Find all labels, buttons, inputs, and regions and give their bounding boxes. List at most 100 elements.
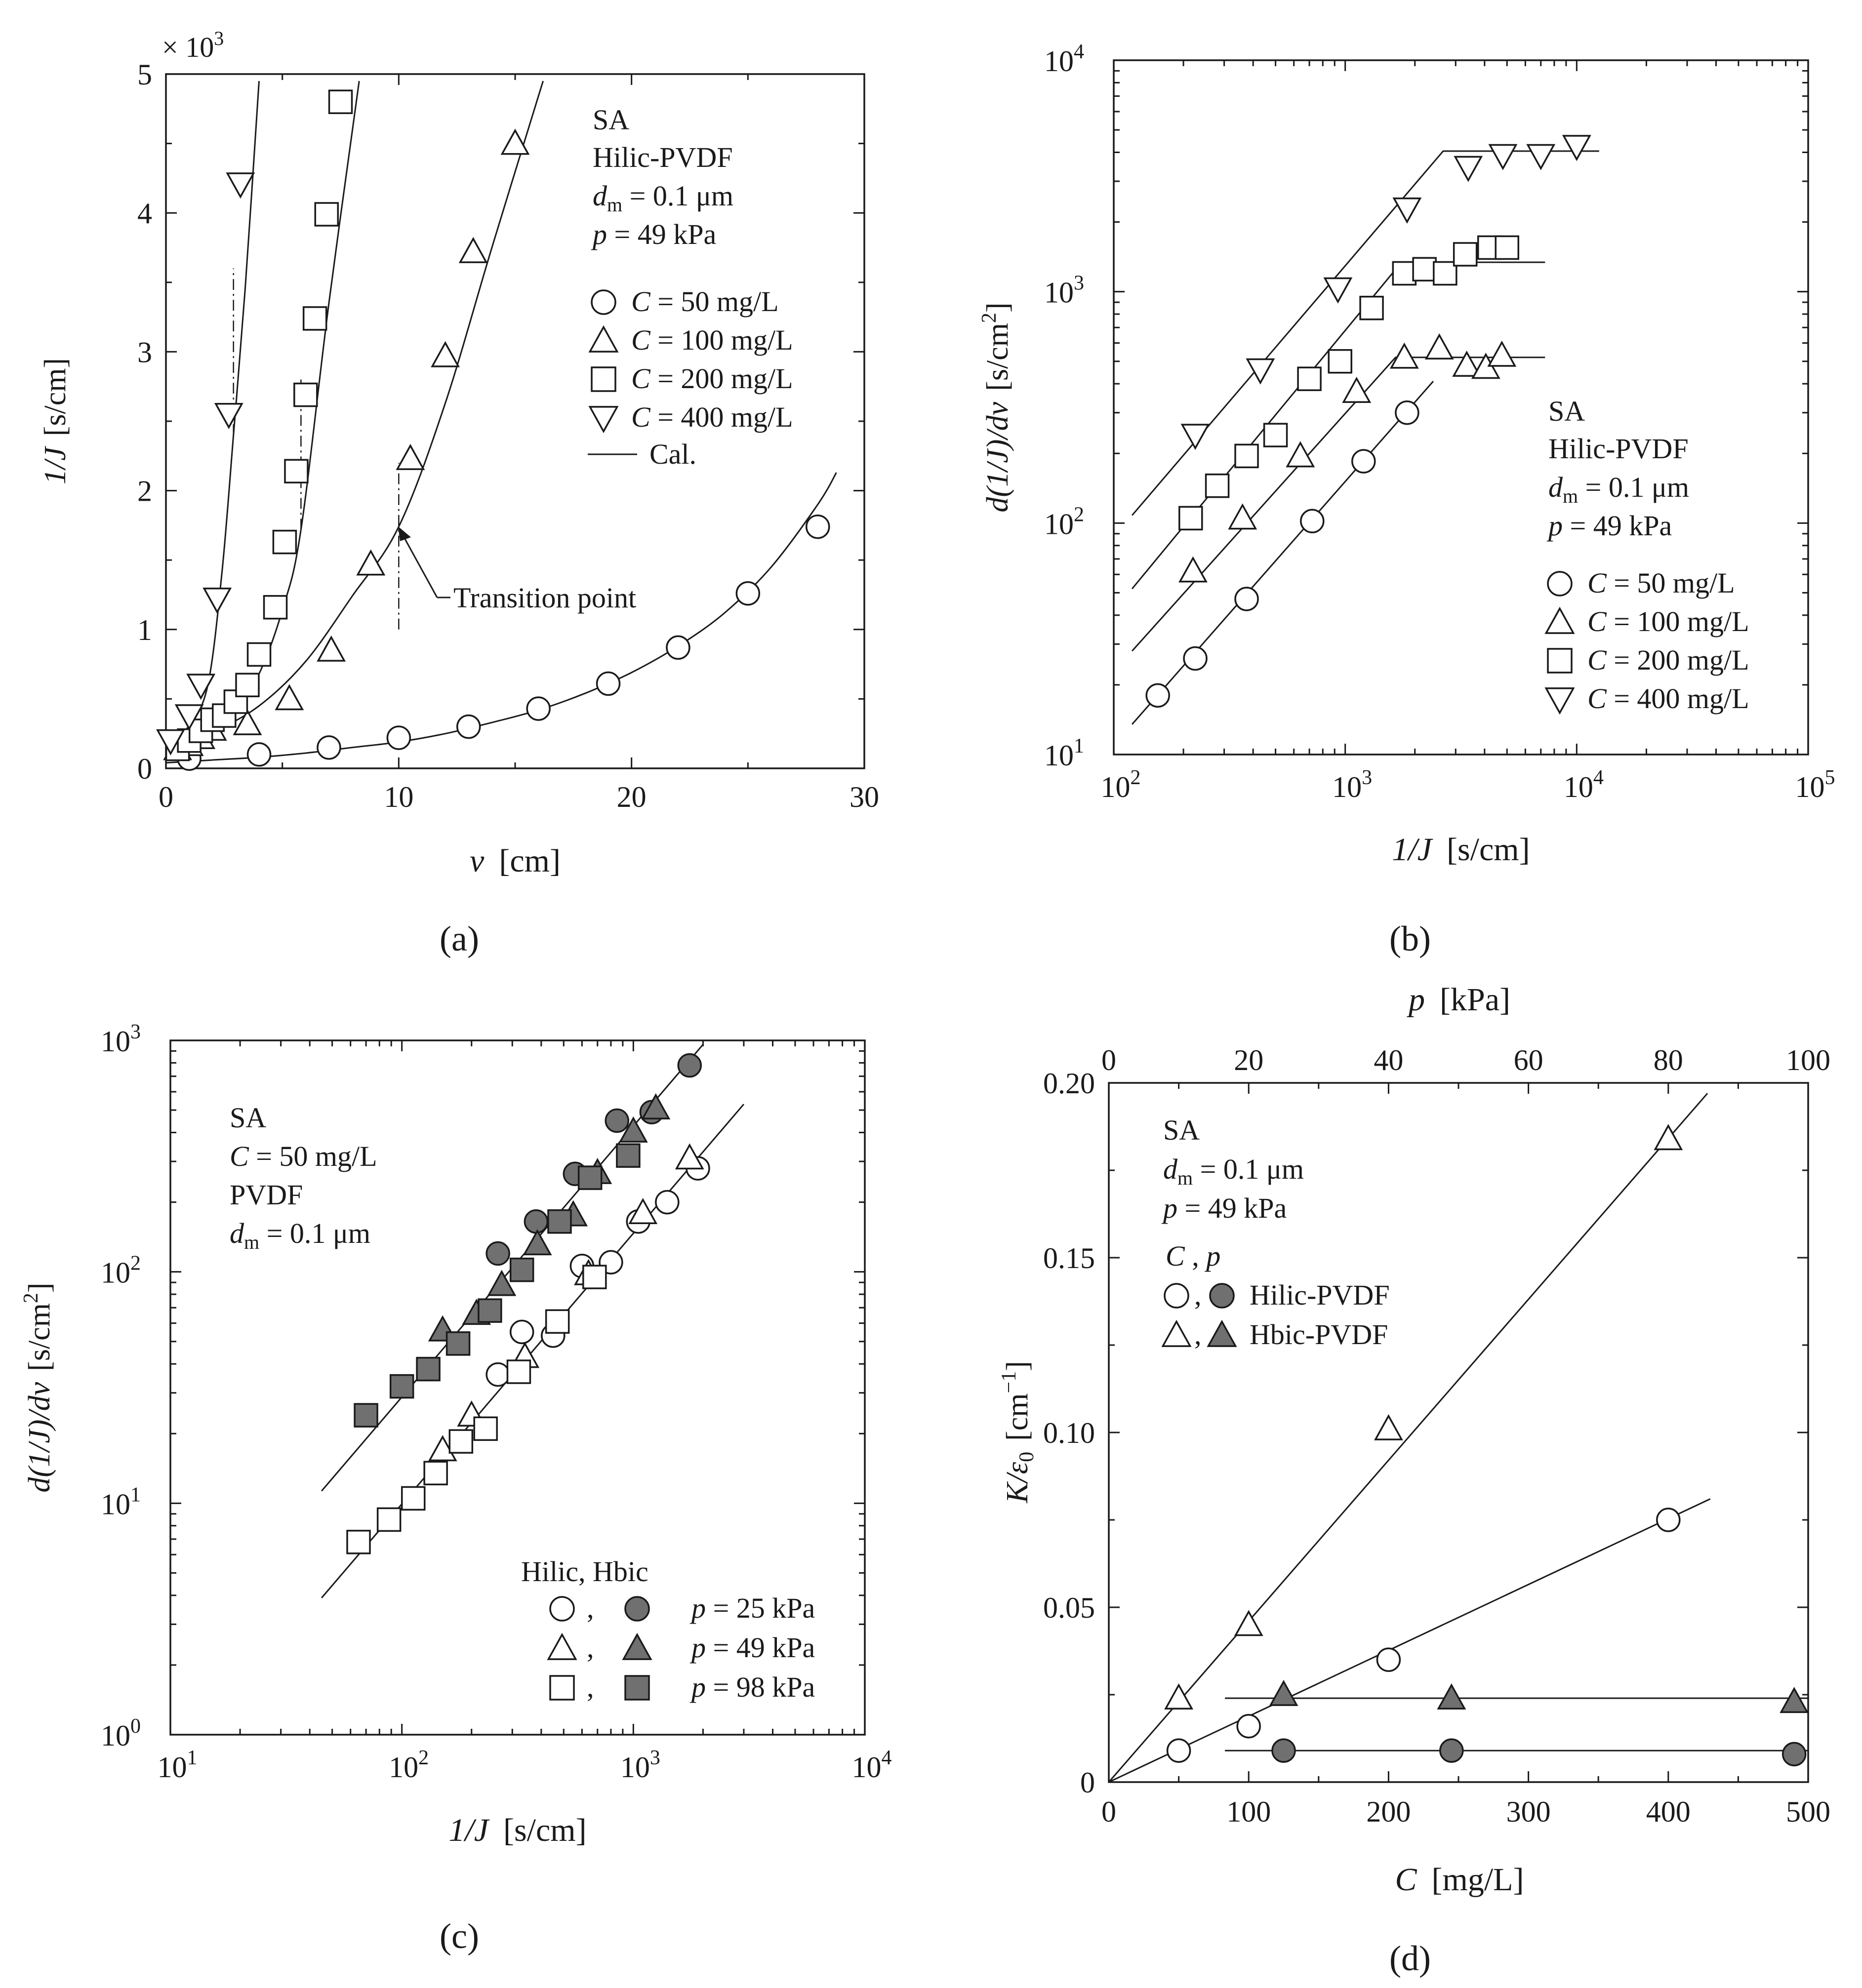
data-point-triangle-down	[1392, 198, 1422, 224]
legend-comma: ,	[587, 1592, 594, 1624]
data-point-square-open	[401, 1486, 426, 1511]
x2-tick-label: 20	[1234, 1044, 1263, 1076]
data-point-square-filled	[478, 1298, 502, 1323]
data-point-triangle-up	[275, 684, 304, 711]
data-point-circle	[526, 696, 551, 721]
data-point-triangle-up-open	[628, 1197, 658, 1224]
data-point-triangle-down	[156, 729, 185, 755]
data-point-triangle-up	[317, 635, 346, 662]
data-point-circle	[246, 742, 272, 767]
data-point-circle	[1234, 587, 1259, 611]
panel-d-caption: (d)	[1389, 1939, 1431, 1978]
y-tick-label: 0.05	[1043, 1591, 1095, 1624]
data-point-triangle-up	[1487, 340, 1517, 367]
data-point-circle	[1183, 646, 1208, 671]
panel-a-legend-cal-label: Cal.	[649, 438, 696, 470]
data-point-circle-filled	[524, 1209, 549, 1234]
y-tick-label: 0.15	[1043, 1242, 1095, 1274]
panel-a-caption: (a)	[440, 919, 479, 958]
panel-d-legend-title: SA	[1163, 1114, 1200, 1146]
panel-c-legend-header: Hilic, Hbic	[521, 1555, 648, 1588]
data-point-square-open	[473, 1416, 498, 1441]
data-point-triangle-up	[1452, 351, 1482, 377]
data-point-triangle-up	[356, 549, 386, 576]
panel-b-xlabel: 1/J [s/cm]	[1392, 832, 1530, 868]
data-point-square	[1412, 257, 1437, 281]
legend-filled-square-icon	[624, 1675, 650, 1701]
data-point-square	[1359, 295, 1384, 320]
x-tick-label: 500	[1786, 1795, 1830, 1828]
y-tick-label: 4	[137, 197, 152, 230]
data-point-square	[1205, 473, 1230, 498]
y-tick-label: 101	[1044, 735, 1084, 772]
data-point-circle	[1351, 449, 1376, 474]
legend-item-label: Hbic-PVDF	[1250, 1318, 1388, 1351]
fit-line	[1131, 381, 1434, 725]
legend-item-label: C = 50 mg/L	[631, 285, 779, 318]
legend-filled-circle-icon	[624, 1596, 650, 1622]
panel-c-ylabel: d(1/J)/dv[s/cm2]	[20, 1282, 56, 1492]
data-point-square	[1495, 235, 1520, 260]
data-point-square	[1433, 261, 1457, 286]
data-point-triangle-down	[226, 172, 255, 199]
data-point-square	[1178, 506, 1203, 531]
x-tick-label: 300	[1506, 1795, 1551, 1828]
data-point-triangle-up-open	[1164, 1683, 1194, 1710]
data-point-square-open	[423, 1461, 448, 1486]
data-point-triangle-up-open	[675, 1143, 704, 1170]
data-point-triangle-up	[1389, 342, 1419, 369]
legend-item-label: C = 200 mg/L	[631, 362, 793, 395]
y-tick-label: 0.20	[1043, 1067, 1095, 1100]
data-point-square-open	[346, 1530, 371, 1554]
legend-marker-circle-icon	[1547, 571, 1573, 596]
y-tick-label: 101	[101, 1483, 141, 1520]
y-tick-label: 0	[137, 753, 152, 785]
panel-a-legend-cal: Cal.	[588, 438, 696, 470]
legend-pressure-label: p = 25 kPa	[689, 1592, 815, 1624]
panel-c-xlabel: 1/J [s/cm]	[448, 1812, 586, 1848]
data-point-square-filled	[445, 1331, 471, 1356]
panel-a-legend-pressure: p = 49 kPa	[591, 218, 716, 250]
legend-open-circle-icon	[549, 1596, 575, 1622]
panel-b-legend-title: SA	[1548, 395, 1585, 427]
data-point-circle	[1145, 683, 1170, 708]
panel-b-plot-frame	[1113, 59, 1809, 755]
data-point-triangle-down	[1526, 144, 1556, 170]
fit-line	[1131, 357, 1545, 652]
x-tick-label: 103	[1332, 766, 1372, 803]
legend-filled-circle-icon	[1209, 1283, 1235, 1309]
data-point-circle-filled	[1781, 1742, 1807, 1767]
x-tick-label: 104	[852, 1747, 892, 1784]
data-point-triangle-up-filled	[487, 1270, 517, 1296]
data-point-square	[1297, 366, 1322, 391]
data-point-square	[284, 459, 309, 483]
legend-pressure-label: p = 98 kPa	[689, 1671, 815, 1703]
data-point-triangle-up-filled	[1437, 1683, 1466, 1710]
panel-d-ylabel: K/ε0[cm−1]	[998, 1361, 1038, 1504]
data-point-circle-open	[486, 1362, 510, 1387]
x2-tick-label: 100	[1786, 1044, 1830, 1076]
legend-open-square-icon	[549, 1675, 575, 1701]
data-point-square	[263, 595, 288, 620]
x-tick-label: 102	[389, 1747, 429, 1784]
data-point-square	[272, 529, 297, 555]
data-point-triangle-down	[1454, 156, 1483, 182]
panel-a-annotation-leader	[403, 537, 438, 598]
y-tick-label: 3	[137, 336, 152, 368]
data-point-triangle-up	[233, 709, 262, 735]
panel-c-plot-frame	[169, 1039, 866, 1736]
data-point-triangle-up	[1342, 376, 1372, 403]
y-tick-label: 0	[1080, 1766, 1095, 1799]
legend-item-label: C = 100 mg/L	[631, 324, 793, 356]
y-tick-label: 100	[101, 1715, 141, 1752]
data-point-square	[1263, 423, 1288, 447]
data-point-square-open	[376, 1507, 402, 1532]
data-point-circle	[735, 581, 761, 606]
x-tick-label: 20	[617, 781, 647, 813]
data-point-square-filled	[354, 1403, 378, 1428]
panel-d-legend-pressure: p = 49 kPa	[1161, 1192, 1287, 1224]
data-point-square-filled	[577, 1165, 603, 1190]
legend-item-label: C = 50 mg/L	[1587, 567, 1735, 599]
x2-tick-label: 40	[1374, 1044, 1403, 1076]
data-point-circle	[1300, 509, 1325, 534]
